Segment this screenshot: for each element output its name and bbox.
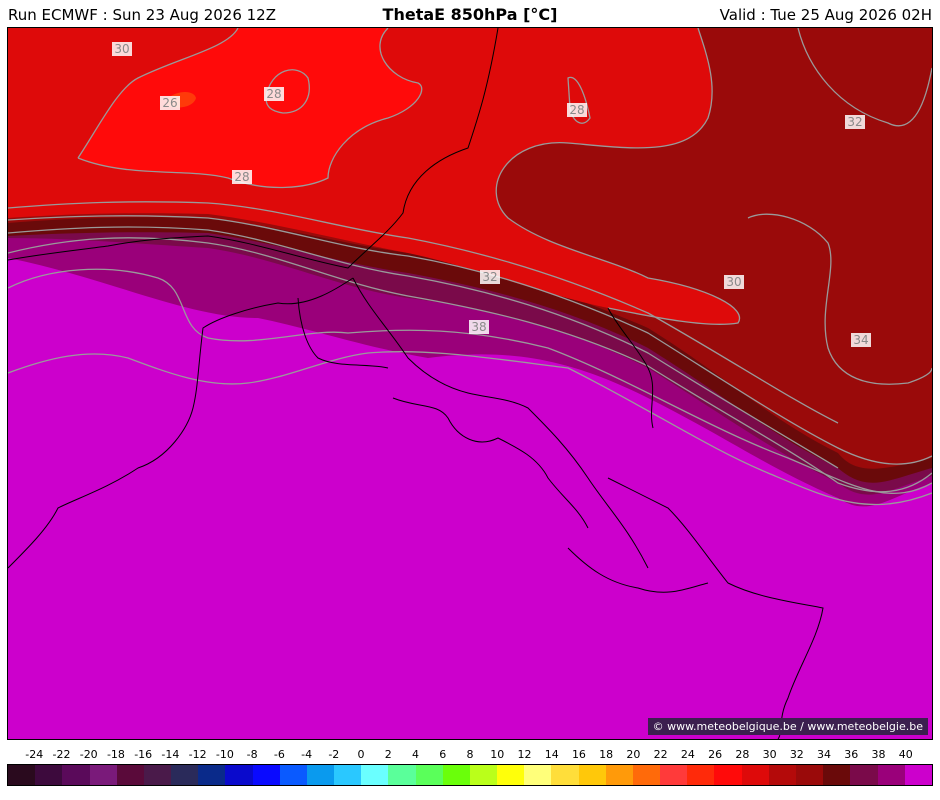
legend-swatch bbox=[497, 765, 525, 785]
svg-text:28: 28 bbox=[266, 87, 281, 101]
legend-swatch bbox=[171, 765, 199, 785]
legend-swatch bbox=[306, 765, 335, 785]
legend-swatch bbox=[415, 765, 443, 785]
legend-tick: 4 bbox=[412, 748, 420, 761]
legend-tick: 32 bbox=[789, 748, 804, 761]
legend-swatch bbox=[8, 765, 36, 785]
contour-label-32a: 32 bbox=[845, 115, 865, 129]
legend-tick: -4 bbox=[301, 748, 313, 761]
legend-tick: 18 bbox=[599, 748, 614, 761]
legend-swatch bbox=[116, 765, 144, 785]
legend-swatch bbox=[823, 765, 851, 785]
legend-swatch bbox=[578, 765, 606, 785]
legend-tick: 26 bbox=[708, 748, 723, 761]
legend-swatch bbox=[442, 765, 470, 785]
legend-tick: -20 bbox=[79, 748, 98, 761]
contour-label-30b: 30 bbox=[724, 275, 744, 289]
legend-tick: -16 bbox=[134, 748, 153, 761]
legend-tick: -22 bbox=[52, 748, 71, 761]
legend-ticks: -24 -22 -20 -18 -16 -14 -12 -10 -8 -6 -4 -2 0 2 4 6 8 10 1… bbox=[7, 748, 933, 762]
legend-swatch bbox=[361, 765, 389, 785]
svg-text:34: 34 bbox=[853, 333, 868, 347]
color-legend bbox=[7, 764, 933, 786]
credit-text: © www.meteobelgique.be / www.meteobelgie… bbox=[647, 718, 928, 735]
legend-tick: 40 bbox=[898, 748, 913, 761]
legend-swatch bbox=[89, 765, 117, 785]
contour-label-38: 38 bbox=[469, 320, 489, 334]
band-28 bbox=[8, 28, 422, 188]
svg-text:28: 28 bbox=[569, 103, 584, 117]
legend-tick: 20 bbox=[626, 748, 641, 761]
svg-text:28: 28 bbox=[234, 170, 249, 184]
legend-tick: -2 bbox=[328, 748, 340, 761]
legend-tick: 30 bbox=[762, 748, 777, 761]
legend-tick: -24 bbox=[25, 748, 44, 761]
legend-swatch bbox=[605, 765, 633, 785]
legend-swatch bbox=[388, 765, 416, 785]
map-panel[interactable]: 30 26 28 28 28 32 32 30 34 38 © www.mete… bbox=[7, 27, 933, 740]
run-info: Run ECMWF : Sun 23 Aug 2026 12Z bbox=[8, 6, 276, 24]
legend-swatch bbox=[334, 765, 362, 785]
legend-tick: 36 bbox=[844, 748, 859, 761]
legend-tick: 0 bbox=[357, 748, 365, 761]
contour-label-34: 34 bbox=[851, 333, 871, 347]
contour-label-26: 26 bbox=[160, 96, 180, 110]
legend-swatch bbox=[198, 765, 226, 785]
legend-swatch bbox=[35, 765, 63, 785]
legend-tick: 2 bbox=[384, 748, 392, 761]
legend-swatch bbox=[904, 765, 932, 785]
contour-label-32b: 32 bbox=[480, 270, 500, 284]
legend-swatch bbox=[850, 765, 878, 785]
contour-label-30a: 30 bbox=[112, 42, 132, 56]
svg-text:30: 30 bbox=[114, 42, 129, 56]
legend-swatch bbox=[687, 765, 715, 785]
contour-label-28b: 28 bbox=[232, 170, 252, 184]
legend-tick: 28 bbox=[735, 748, 750, 761]
contour-label-28a: 28 bbox=[264, 87, 284, 101]
legend-swatch bbox=[524, 765, 552, 785]
legend-tick: -8 bbox=[246, 748, 258, 761]
svg-text:26: 26 bbox=[162, 96, 177, 110]
borders bbox=[8, 28, 824, 739]
legend-tick: -10 bbox=[215, 748, 234, 761]
legend-tick: 12 bbox=[517, 748, 532, 761]
legend-swatch bbox=[143, 765, 172, 785]
legend-swatch bbox=[768, 765, 796, 785]
legend-swatch bbox=[660, 765, 688, 785]
svg-text:32: 32 bbox=[482, 270, 497, 284]
legend-tick: 6 bbox=[439, 748, 447, 761]
legend-swatch bbox=[741, 765, 769, 785]
legend-tick: 14 bbox=[544, 748, 559, 761]
legend-tick: -18 bbox=[106, 748, 125, 761]
svg-text:32: 32 bbox=[847, 115, 862, 129]
legend-swatch bbox=[877, 765, 905, 785]
legend-swatch bbox=[252, 765, 280, 785]
legend-tick: -6 bbox=[273, 748, 285, 761]
legend-swatch bbox=[714, 765, 742, 785]
legend-swatch bbox=[62, 765, 90, 785]
legend-tick: -14 bbox=[161, 748, 180, 761]
legend-tick: -12 bbox=[188, 748, 207, 761]
legend-swatch bbox=[225, 765, 253, 785]
legend-tick: 8 bbox=[466, 748, 474, 761]
contour-label-group: 30 26 28 28 28 32 32 30 34 38 bbox=[112, 42, 871, 347]
legend-tick: 34 bbox=[817, 748, 832, 761]
legend-tick: 16 bbox=[571, 748, 586, 761]
legend-swatch bbox=[795, 765, 824, 785]
legend-tick: 24 bbox=[680, 748, 695, 761]
thetae-map: 30 26 28 28 28 32 32 30 34 38 bbox=[8, 28, 932, 739]
legend-tick: 10 bbox=[490, 748, 505, 761]
legend-swatch bbox=[469, 765, 498, 785]
valid-time: Valid : Tue 25 Aug 2026 02H bbox=[719, 6, 932, 24]
legend-tick: 22 bbox=[653, 748, 668, 761]
legend-swatch bbox=[632, 765, 661, 785]
legend-swatch bbox=[279, 765, 307, 785]
legend-swatch bbox=[551, 765, 579, 785]
chart-title: ThetaE 850hPa [°C] bbox=[382, 5, 558, 24]
svg-text:38: 38 bbox=[471, 320, 486, 334]
legend-tick: 38 bbox=[871, 748, 886, 761]
contour-label-28c: 28 bbox=[567, 103, 587, 117]
svg-text:30: 30 bbox=[726, 275, 741, 289]
